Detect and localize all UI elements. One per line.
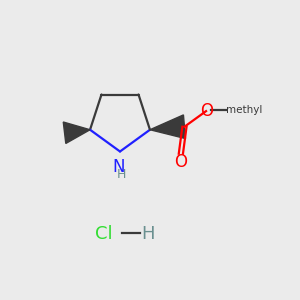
Text: methyl: methyl	[226, 105, 262, 115]
Text: O: O	[200, 102, 213, 120]
Polygon shape	[63, 122, 90, 143]
Text: O: O	[174, 153, 187, 171]
Text: N: N	[112, 158, 125, 176]
Polygon shape	[150, 115, 185, 139]
Text: Cl: Cl	[95, 225, 112, 243]
Text: H: H	[141, 225, 155, 243]
Text: H: H	[117, 168, 126, 181]
